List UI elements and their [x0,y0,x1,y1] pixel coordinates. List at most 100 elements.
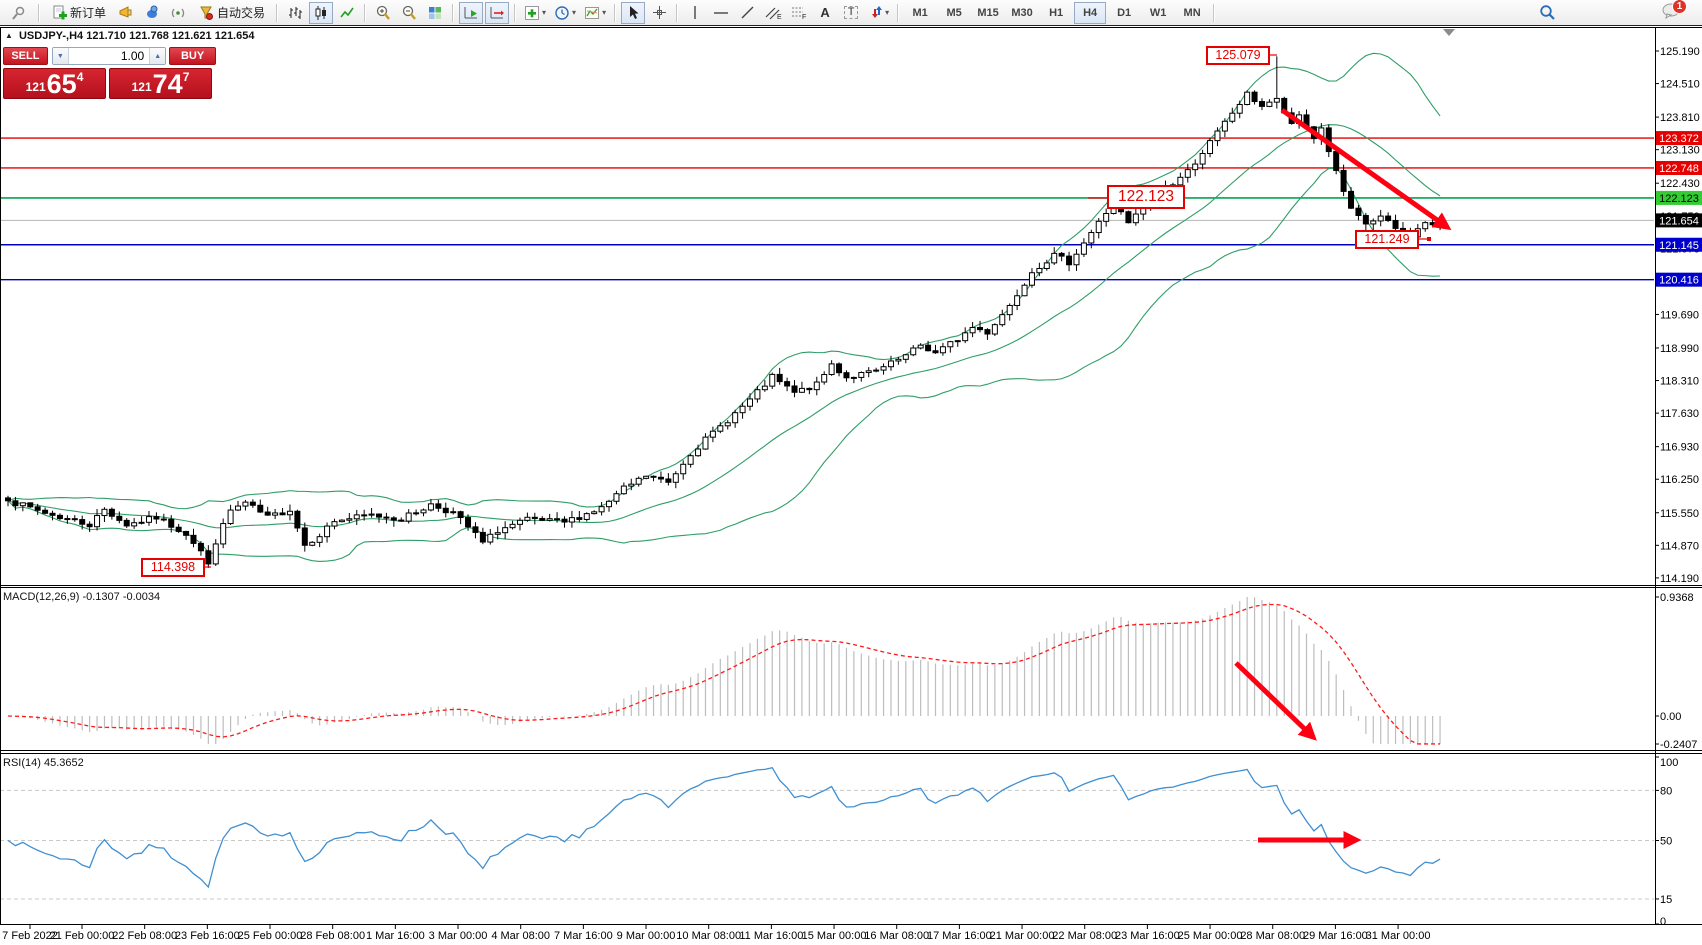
volume-increase-button[interactable]: ▲ [149,48,166,64]
timeframe-m1-button[interactable]: M1 [904,2,936,24]
timeframe-h4-button[interactable]: H4 [1074,1,1107,24]
buy-button[interactable]: BUY [169,47,216,65]
price-annotation-feb-low[interactable]: 114.398 [141,558,205,577]
trendline-icon [741,6,754,19]
horizontal-line-button[interactable] [709,2,733,24]
sell-price-panel[interactable]: 121 65 4 [3,68,106,99]
svg-text:115.550: 115.550 [1660,508,1699,520]
notifications-button[interactable]: 1 [1659,0,1687,23]
rsi-line [7,766,1441,889]
line-chart-button[interactable] [335,2,359,24]
timeframe-w1-button[interactable]: W1 [1142,2,1174,24]
macd-histogram [14,597,1441,744]
main-pane [1,29,1654,568]
search-button[interactable] [1535,1,1559,23]
trend-arrow-main[interactable] [1280,107,1452,231]
price-annotation-recent-low[interactable]: 121.249 [1355,230,1419,249]
new-order-button[interactable]: 新订单 [45,2,112,24]
svg-text:80: 80 [1660,785,1672,797]
timeframe-m5-button[interactable]: M5 [938,2,970,24]
indicators-button[interactable]: ▾ [521,2,549,24]
auto-scroll-button[interactable] [459,1,484,24]
separator [676,3,679,22]
svg-text:3 Mar 00:00: 3 Mar 00:00 [429,930,488,942]
zoom-in-button[interactable] [371,2,395,24]
separator [514,3,517,22]
buy-price-big: 74 [152,69,183,99]
svg-text:28 Mar 08:00: 28 Mar 08:00 [1240,930,1305,942]
svg-text:7 Feb 2022: 7 Feb 2022 [2,930,58,942]
timeframe-m30-button[interactable]: M30 [1006,2,1038,24]
text-button[interactable]: A [813,2,837,24]
candles-layer [5,56,1444,568]
sell-price-big: 65 [46,69,77,99]
trendline-button[interactable] [735,2,759,24]
svg-text:119.690: 119.690 [1660,309,1699,321]
buy-price-panel[interactable]: 121 74 7 [109,68,212,99]
text-label-icon: T [843,6,859,19]
templates-button[interactable]: ▾ [581,2,609,24]
autotrading-label: 自动交易 [217,6,266,20]
chart-ohlc: 121.710 121.768 121.621 121.654 [86,30,255,42]
svg-text:122.748: 122.748 [1659,163,1699,175]
candlestick-chart-button[interactable] [309,1,334,24]
line-chart-icon [340,7,354,17]
svg-text:122.123: 122.123 [1659,193,1699,205]
chevron-down-icon: ▾ [885,8,890,17]
toolbar-right: 1 [0,0,1702,26]
svg-text:121.654: 121.654 [1659,215,1699,227]
signal-waves-icon [171,8,185,17]
auto-scroll-icon [464,6,478,18]
timeframe-mn-button[interactable]: MN [1176,2,1208,24]
svg-text:22 Feb 08:00: 22 Feb 08:00 [112,930,177,942]
zoom-out-icon [402,5,416,20]
zoom-out-button[interactable] [397,2,421,24]
autotrading-button[interactable]: 自动交易 [192,2,271,24]
sell-button[interactable]: SELL [3,47,48,65]
indicators-icon [525,5,540,20]
clipped-search-icon[interactable] [3,1,33,25]
svg-text:116.250: 116.250 [1660,474,1699,486]
arrows-tool-button[interactable]: ▾ [865,2,892,24]
macd-pane [7,597,1441,745]
fibonacci-button[interactable]: F [787,2,811,24]
sell-price-pip: 4 [76,70,84,84]
bar-chart-button[interactable] [283,2,307,24]
svg-text:125.190: 125.190 [1660,46,1700,58]
svg-text:28 Feb 08:00: 28 Feb 08:00 [300,930,365,942]
text-label-button[interactable]: T [839,2,863,24]
market-button[interactable] [140,2,164,24]
price-annotation-spike-high[interactable]: 125.079 [1206,46,1270,65]
svg-text:0.9368: 0.9368 [1660,592,1694,604]
svg-text:E: E [777,14,782,20]
signals-button[interactable] [166,2,190,24]
svg-text:123.372: 123.372 [1659,133,1699,145]
rsi-pane [1,766,1654,900]
vertical-line-button[interactable] [683,2,707,24]
svg-text:0: 0 [1660,916,1666,928]
volume-stepper: ▼ ▲ [51,47,167,65]
timeframe-h1-button[interactable]: H1 [1040,2,1072,24]
search-icon [1539,4,1555,20]
volume-decrease-button[interactable]: ▼ [52,48,69,64]
chart-shift-button[interactable] [485,1,510,24]
buy-price-pip: 7 [182,70,190,84]
timeframe-d1-button[interactable]: D1 [1108,2,1140,24]
equidistant-channel-button[interactable]: E [761,2,785,24]
periods-button[interactable]: ▾ [551,2,579,24]
separator [614,3,617,22]
svg-text:7 Mar 16:00: 7 Mar 16:00 [554,930,613,942]
timeframe-m15-button[interactable]: M15 [972,2,1004,24]
tile-windows-button[interactable] [423,2,447,24]
crosshair-button[interactable] [647,2,671,24]
macd-label: MACD(12,26,9) -0.1307 -0.0034 [3,591,161,603]
chevron-down-icon: ▾ [572,8,577,17]
news-horn-button[interactable] [114,2,138,24]
price-annotation-level[interactable]: 122.123 [1107,185,1185,209]
bollinger-lower [7,167,1441,562]
trend-arrow-macd[interactable] [1234,661,1317,741]
volume-input[interactable] [68,48,150,64]
cursor-button[interactable] [621,1,646,24]
